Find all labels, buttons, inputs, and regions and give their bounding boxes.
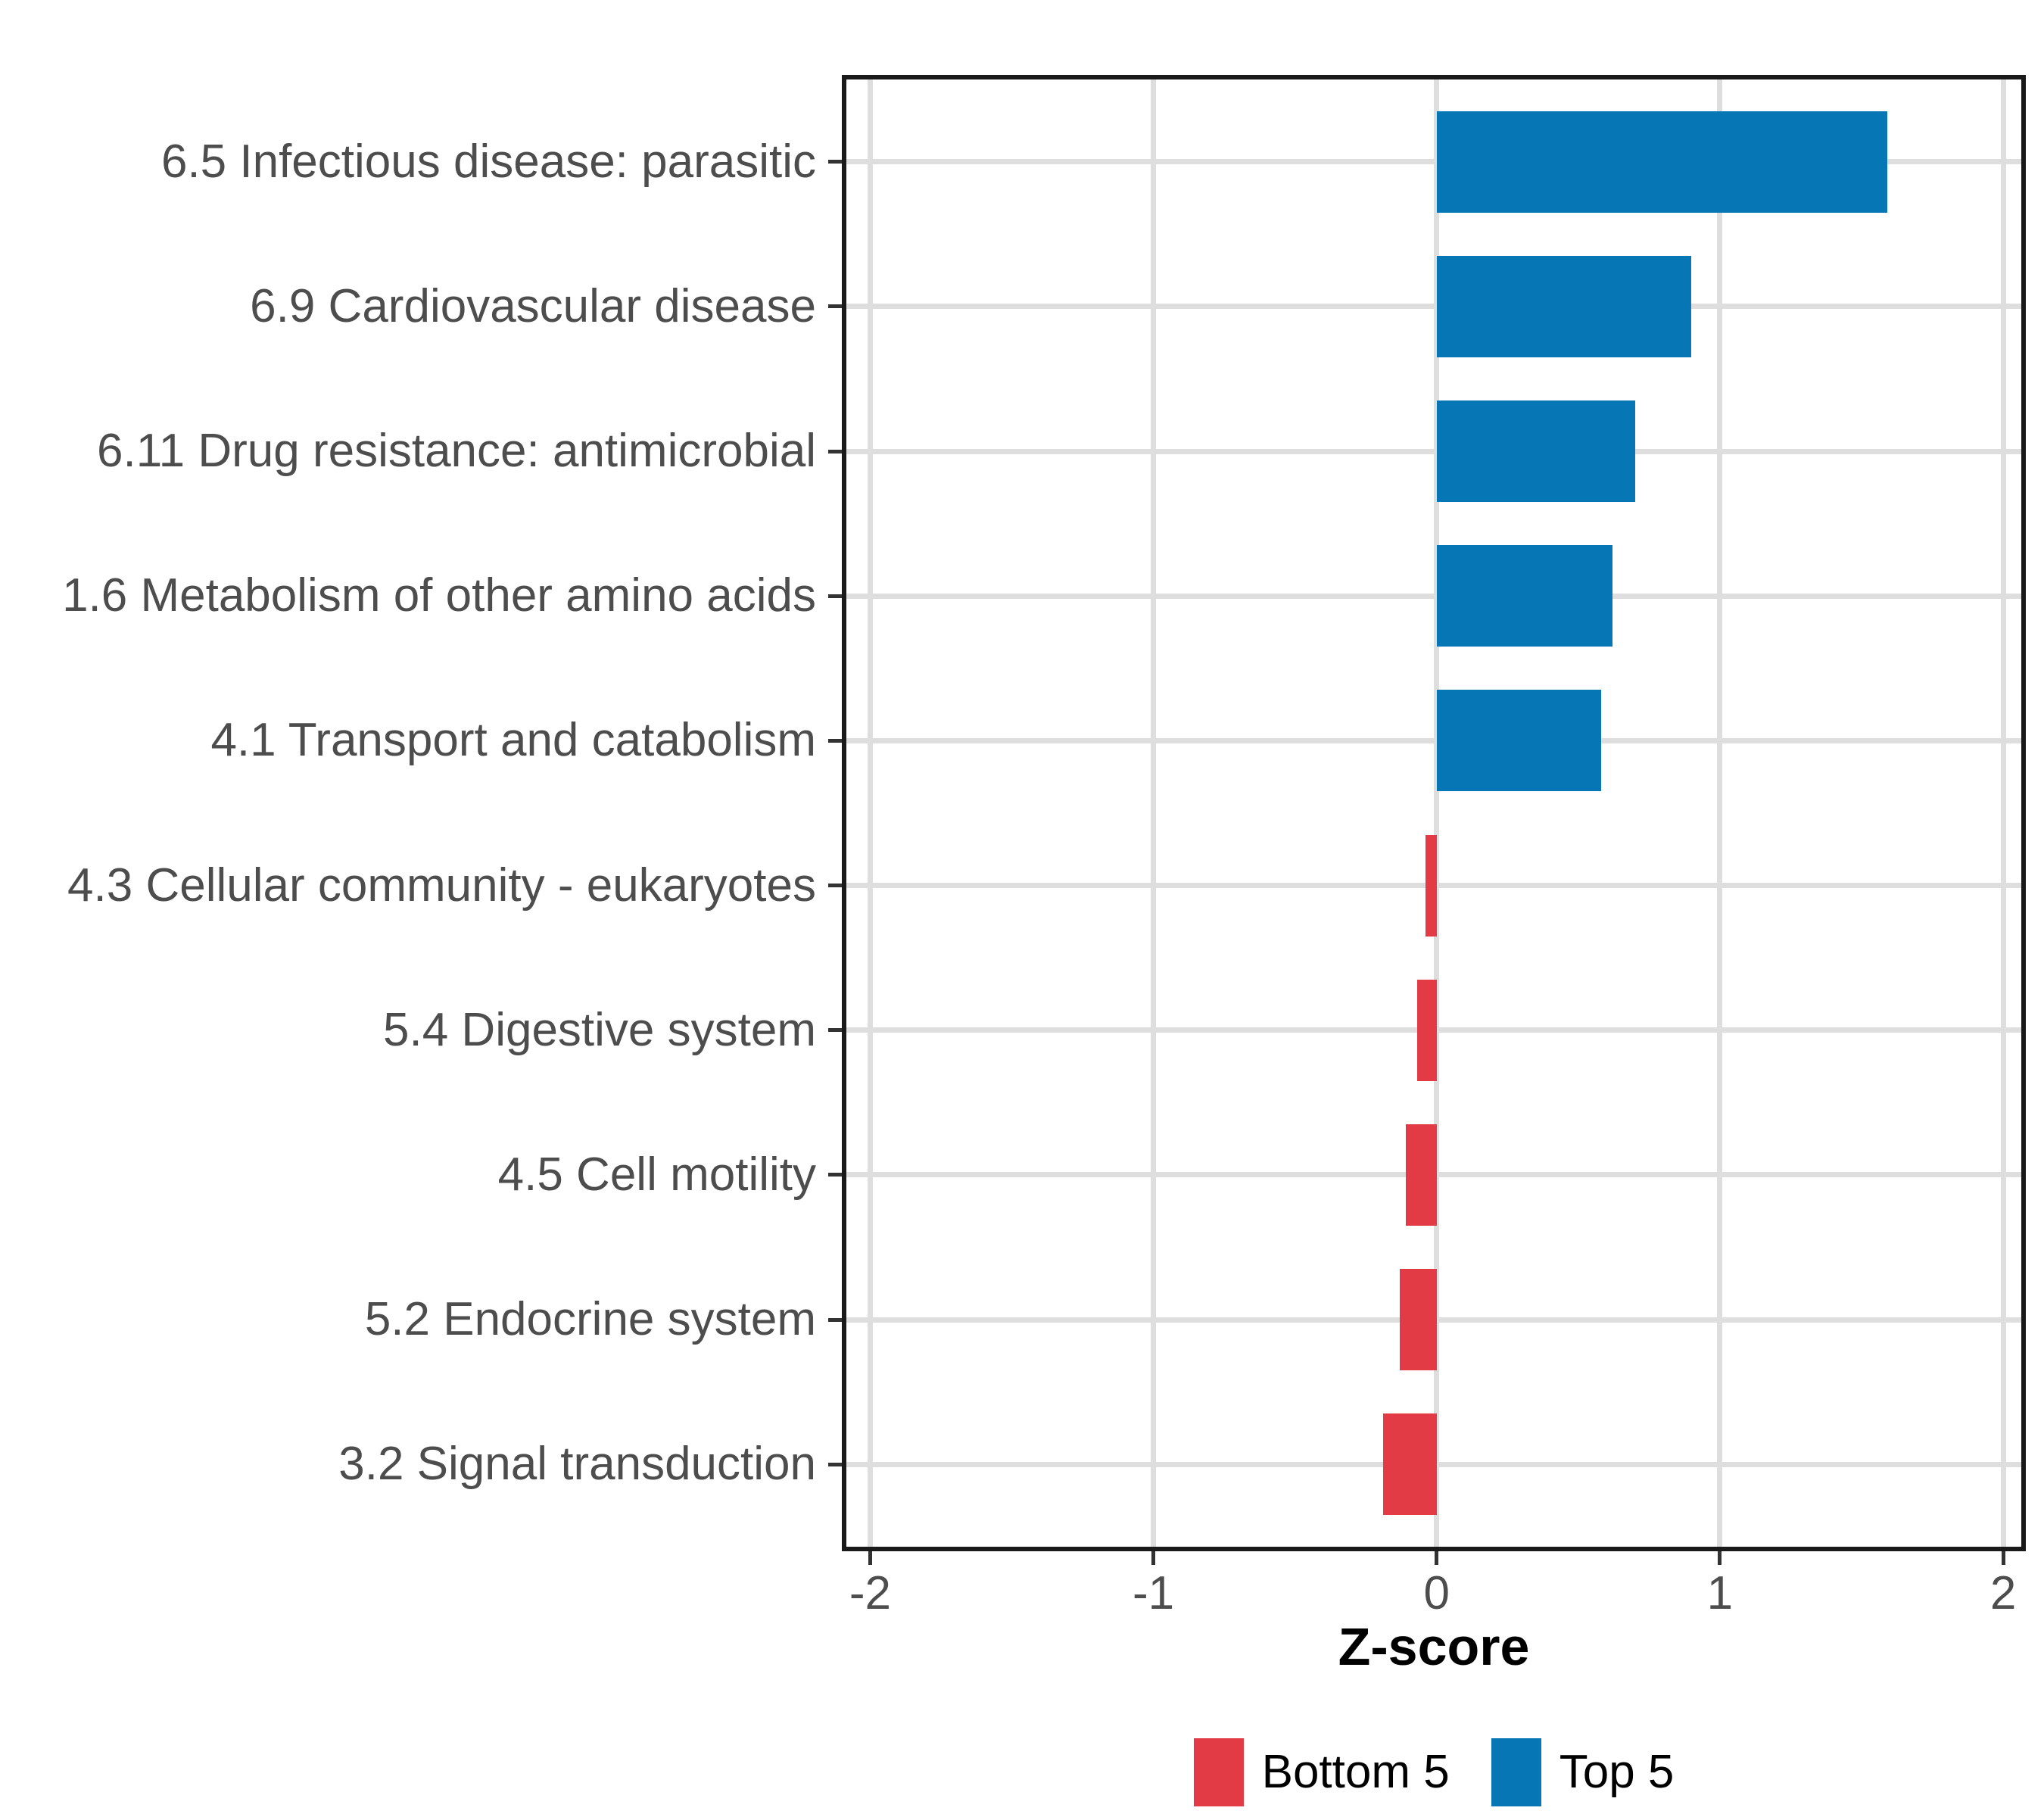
grid-line-vertical — [867, 75, 873, 1551]
x-axis-tick-label: 1 — [1706, 1567, 1734, 1619]
y-axis-tick — [828, 304, 842, 309]
x-axis-tick-label: 0 — [1423, 1567, 1450, 1619]
legend-swatch-bottom5-icon — [1193, 1738, 1244, 1806]
x-axis-tick — [1435, 1551, 1439, 1565]
bar — [1382, 1413, 1437, 1516]
bar — [1405, 1124, 1437, 1226]
x-axis-tick-label: 2 — [1989, 1567, 2017, 1619]
x-axis-tick — [868, 1551, 872, 1565]
grid-line-vertical — [1434, 75, 1440, 1551]
legend-item-bottom5: Bottom 5 — [1193, 1738, 1450, 1806]
y-axis-tick — [828, 738, 842, 743]
x-axis-tick — [1151, 1551, 1156, 1565]
x-axis-tick — [1718, 1551, 1722, 1565]
y-axis-tick — [828, 884, 842, 888]
y-axis-tick — [828, 1462, 842, 1466]
x-axis-tick-label: -2 — [849, 1567, 891, 1619]
y-axis-label: 6.11 Drug resistance: antimicrobial — [97, 425, 816, 478]
legend-swatch-top5-icon — [1491, 1738, 1541, 1806]
bar — [1436, 545, 1612, 647]
bar — [1436, 690, 1601, 792]
legend-item-top5: Top 5 — [1491, 1738, 1675, 1806]
bar — [1400, 1269, 1437, 1371]
y-axis-label: 6.9 Cardiovascular disease — [250, 279, 816, 332]
y-axis-tick — [828, 1173, 842, 1177]
grid-line-horizontal — [842, 304, 2026, 310]
x-axis-tick-label: -1 — [1133, 1567, 1175, 1619]
legend-label-bottom5: Bottom 5 — [1261, 1746, 1450, 1798]
y-axis-label: 5.2 Endocrine system — [364, 1293, 816, 1346]
y-axis-label: 4.3 Cellular community - eukaryotes — [67, 859, 816, 912]
y-axis-tick — [828, 449, 842, 453]
bar — [1436, 255, 1692, 357]
y-axis-label: 3.2 Signal transduction — [338, 1438, 816, 1491]
y-axis-label: 6.5 Infectious disease: parasitic — [160, 135, 816, 188]
y-axis-tick — [828, 594, 842, 598]
grid-line-horizontal — [842, 737, 2026, 743]
bar — [1436, 111, 1887, 213]
x-axis-title: Z-score — [1338, 1617, 1530, 1676]
grid-line-vertical — [1151, 75, 1157, 1551]
bar — [1425, 834, 1437, 937]
y-axis-label: 4.1 Transport and catabolism — [210, 714, 816, 767]
bar — [1416, 979, 1437, 1081]
bar — [1436, 400, 1635, 503]
grid-line-vertical — [1717, 75, 1723, 1551]
grid-line-horizontal — [842, 159, 2026, 165]
y-axis-tick — [828, 1028, 842, 1033]
y-axis-label: 1.6 Metabolism of other amino acids — [62, 569, 816, 622]
grid-line-horizontal — [842, 448, 2026, 454]
x-axis-tick — [2001, 1551, 2005, 1565]
y-axis-label: 4.5 Cell motility — [497, 1148, 816, 1201]
y-axis-tick — [828, 160, 842, 164]
legend: Bottom 5 Top 5 — [842, 1736, 2026, 1809]
grid-line-vertical — [2000, 75, 2006, 1551]
grid-line-horizontal — [842, 593, 2026, 599]
legend-label-top5: Top 5 — [1559, 1746, 1675, 1798]
y-axis-tick — [828, 1317, 842, 1322]
y-axis-label: 5.4 Digestive system — [383, 1003, 816, 1056]
